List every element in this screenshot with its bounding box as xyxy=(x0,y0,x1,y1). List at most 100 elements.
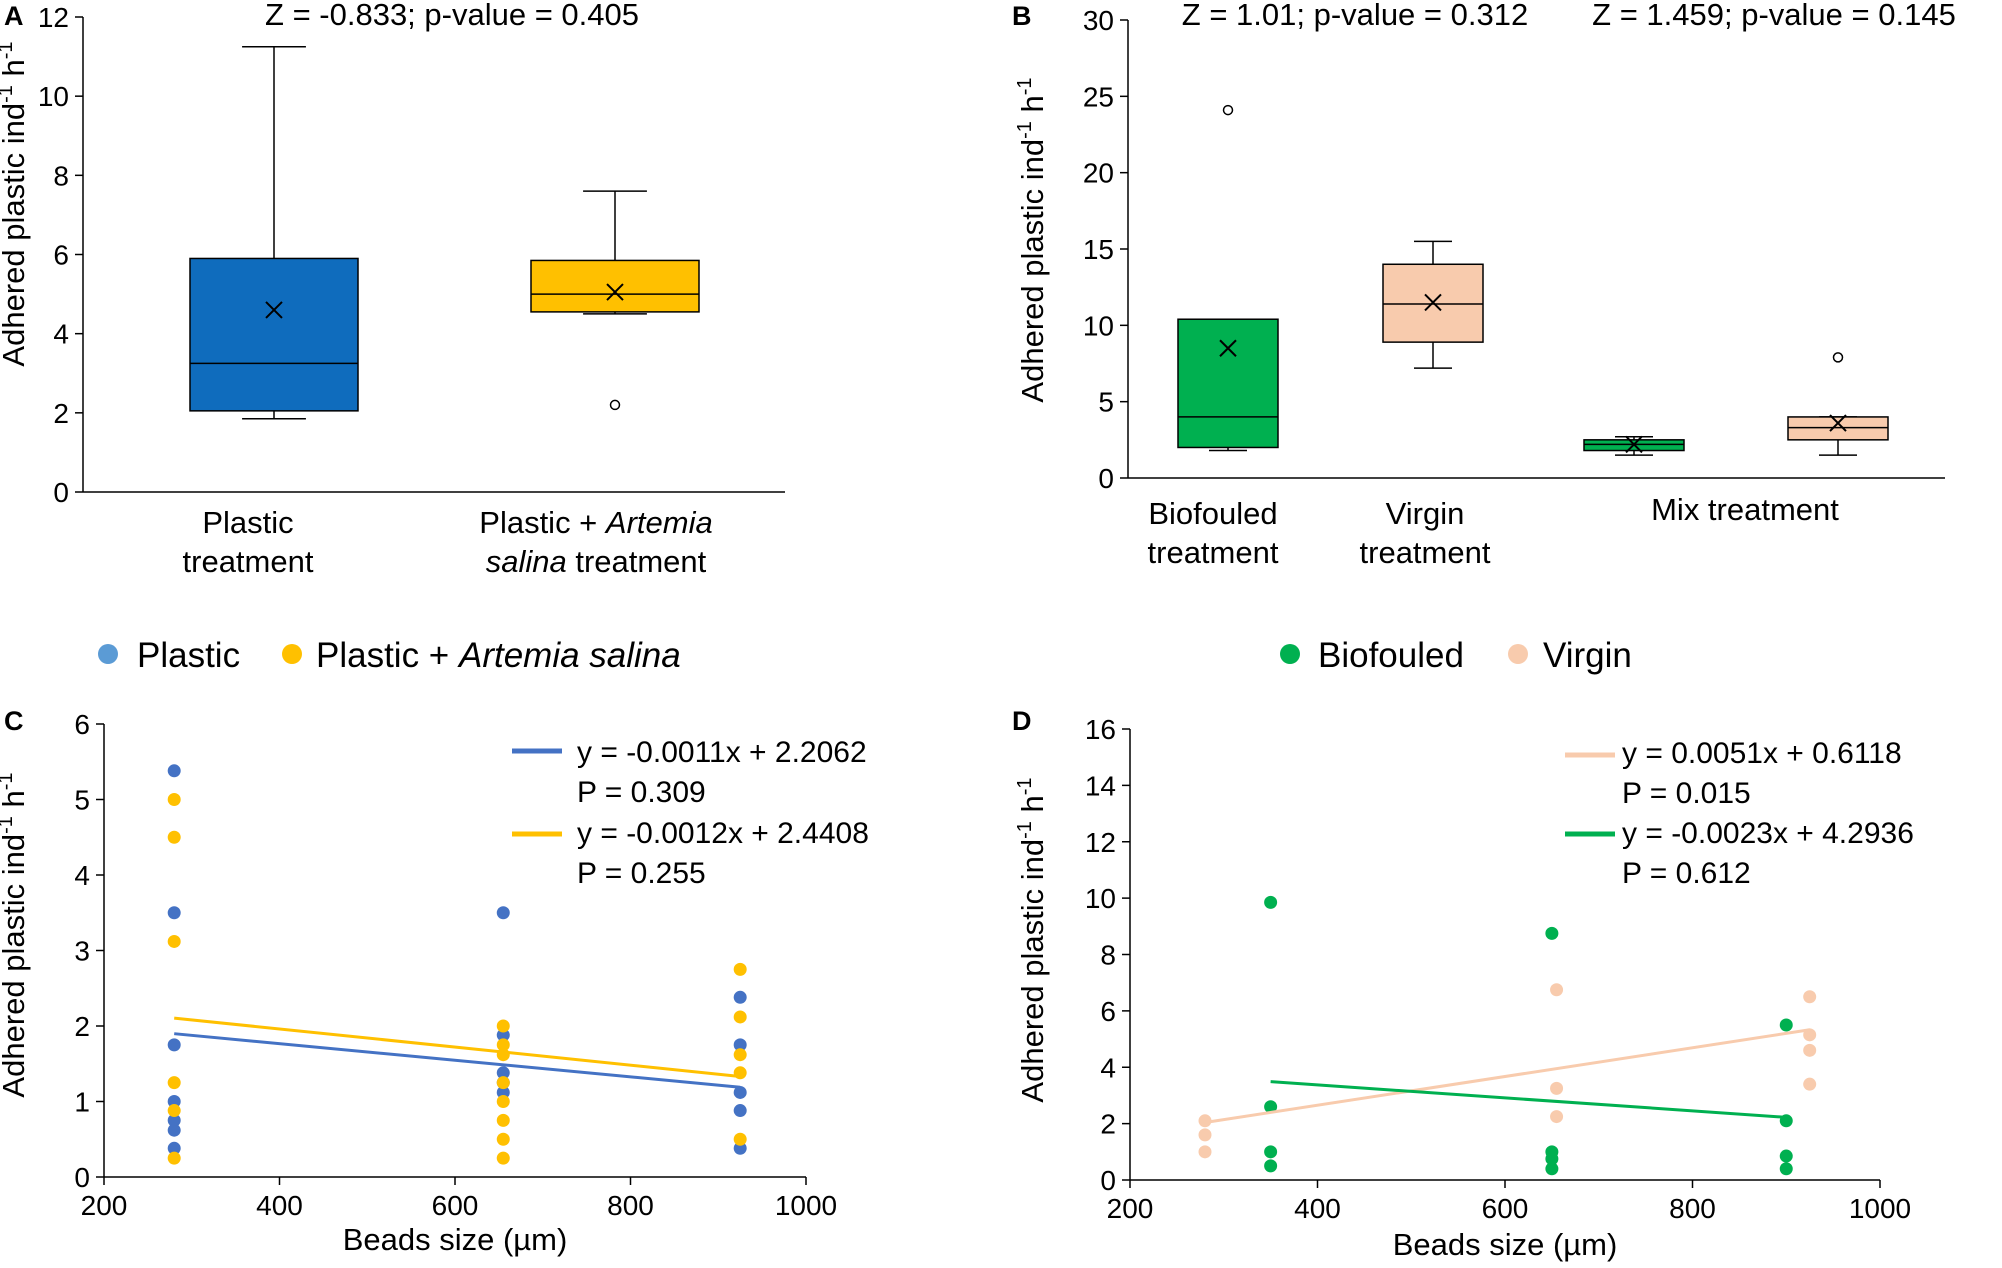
ylabel-sup: -1 xyxy=(1014,121,1036,139)
x-tick-label: 1000 xyxy=(775,1190,837,1221)
data-point xyxy=(1545,1152,1559,1166)
data-point xyxy=(1550,1081,1564,1095)
y-tick-label: 12 xyxy=(38,2,69,33)
box-0 xyxy=(189,45,359,420)
data-point xyxy=(496,1113,510,1127)
box-1 xyxy=(530,190,700,411)
data-point xyxy=(733,1048,747,1062)
data-point xyxy=(496,1085,510,1099)
data-point xyxy=(733,962,747,976)
x-category-label: treatment xyxy=(183,544,314,579)
x-tick-label: 600 xyxy=(432,1190,479,1221)
x-tick-label: 400 xyxy=(256,1190,303,1221)
y-tick-label: 0 xyxy=(53,477,69,508)
data-point xyxy=(167,1151,181,1165)
equation-virgin: y = 0.0051x + 0.6118 xyxy=(1622,737,1902,770)
mean-marker xyxy=(1625,435,1643,454)
y-tick-label: 8 xyxy=(1100,940,1116,971)
data-point xyxy=(1779,1018,1793,1032)
equation-artemia: y = -0.0012x + 2.4408 xyxy=(577,817,869,850)
mean-marker xyxy=(265,301,283,319)
data-point xyxy=(1198,1128,1212,1142)
panel-label-d: D xyxy=(1012,706,1032,736)
data-point xyxy=(1264,1100,1278,1114)
box-1 xyxy=(1382,240,1484,369)
outlier-point xyxy=(1222,104,1234,116)
data-point xyxy=(1779,1162,1793,1176)
equation-plastic: y = -0.0011x + 2.2062 xyxy=(577,736,867,769)
series-1 xyxy=(1264,895,1793,1176)
data-point xyxy=(1550,983,1564,997)
outlier-point xyxy=(1832,352,1844,363)
y-tick-label: 12 xyxy=(1085,827,1116,858)
label-part: treatment xyxy=(567,544,707,579)
legend-marker-virgin xyxy=(1508,644,1528,664)
y-tick-label: 15 xyxy=(1083,234,1114,265)
box-2 xyxy=(1583,435,1685,456)
label-part-italic: salina xyxy=(486,544,567,579)
data-point xyxy=(1264,1159,1278,1173)
x-axis-title-d: Beads size (µm) xyxy=(1393,1227,1618,1262)
box-iqr xyxy=(530,259,700,313)
y-tick-label: 3 xyxy=(74,936,90,967)
data-point xyxy=(1803,990,1817,1004)
trendline-artemia xyxy=(174,1016,741,1079)
label-part-italic: Artemia salina xyxy=(457,636,681,675)
data-point xyxy=(1779,1149,1793,1163)
data-point xyxy=(167,906,181,920)
y-axis-title-c: Adhered plastic ind-1 h-1 xyxy=(0,772,31,1097)
y-tick-label: 4 xyxy=(74,860,90,891)
data-point xyxy=(496,1019,510,1033)
data-point xyxy=(1803,1077,1817,1091)
y-axis-title-b: Adhered plastic ind-1 h-1 xyxy=(1014,77,1050,402)
data-point xyxy=(167,1113,181,1127)
ylabel-sup: -1 xyxy=(0,41,17,59)
box-iqr xyxy=(1787,416,1889,441)
x-category-label: Plastic + Artemia xyxy=(479,505,712,540)
x-category-label: salina treatment xyxy=(486,544,707,579)
legend-marker-artemia xyxy=(282,644,302,664)
legend-label: Plastic xyxy=(137,636,240,675)
ylabel-text: Adhered plastic ind xyxy=(0,834,31,1098)
box-0 xyxy=(1177,104,1279,452)
y-axis-title-d: Adhered plastic ind-1 h-1 xyxy=(1014,777,1050,1102)
data-point xyxy=(496,1095,510,1108)
data-point xyxy=(1545,926,1559,940)
data-point xyxy=(496,1151,510,1165)
outlier-point xyxy=(609,399,621,411)
ylabel-sup: -1 xyxy=(1014,777,1036,795)
data-point xyxy=(496,1028,510,1042)
data-point xyxy=(733,1085,747,1099)
y-tick-label: 14 xyxy=(1085,770,1116,801)
y-tick-label: 6 xyxy=(1100,996,1116,1027)
data-point xyxy=(733,990,747,1004)
y-tick-label: 1 xyxy=(74,1087,90,1118)
x-axis-title-c: Beads size (µm) xyxy=(343,1222,568,1257)
y-tick-label: 10 xyxy=(38,81,69,112)
y-tick-label: 16 xyxy=(1085,714,1116,745)
x-category-label: Plastic xyxy=(202,505,293,540)
data-point xyxy=(167,1038,181,1052)
ylabel-text: h xyxy=(0,59,31,85)
p-value-biofouled: P = 0.612 xyxy=(1622,857,1751,890)
x-category-label: Mix treatment xyxy=(1651,492,1839,527)
y-tick-label: 4 xyxy=(1100,1052,1116,1083)
data-point xyxy=(167,1095,181,1108)
y-tick-label: 6 xyxy=(53,240,69,271)
y-tick-label: 2 xyxy=(1100,1109,1116,1140)
ylabel-text: h xyxy=(1015,795,1050,821)
legend-label: Biofouled xyxy=(1318,636,1464,675)
label-part: Plastic + xyxy=(316,636,459,675)
x-category-label: treatment xyxy=(1360,535,1491,570)
ylabel-text: Adhered plastic ind xyxy=(1015,839,1050,1103)
p-value-artemia: P = 0.255 xyxy=(577,857,706,890)
p-value-plastic: P = 0.309 xyxy=(577,776,706,809)
x-tick-label: 800 xyxy=(1669,1193,1716,1224)
data-point xyxy=(167,830,181,844)
p-value-virgin: P = 0.015 xyxy=(1622,777,1751,810)
data-point xyxy=(496,1038,510,1052)
stat-label-b2: Z = 1.459; p-value = 0.145 xyxy=(1592,0,1956,32)
data-point xyxy=(496,1066,510,1080)
data-point xyxy=(1264,895,1278,909)
